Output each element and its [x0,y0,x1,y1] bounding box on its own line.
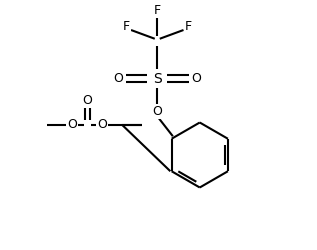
Text: O: O [67,118,77,132]
Text: O: O [97,118,107,132]
Text: O: O [191,72,201,85]
Text: O: O [82,94,92,106]
Text: F: F [154,4,161,16]
Text: O: O [113,72,123,85]
Text: F: F [122,20,130,33]
Text: S: S [153,72,162,86]
Text: O: O [152,105,162,118]
Text: F: F [185,20,192,33]
